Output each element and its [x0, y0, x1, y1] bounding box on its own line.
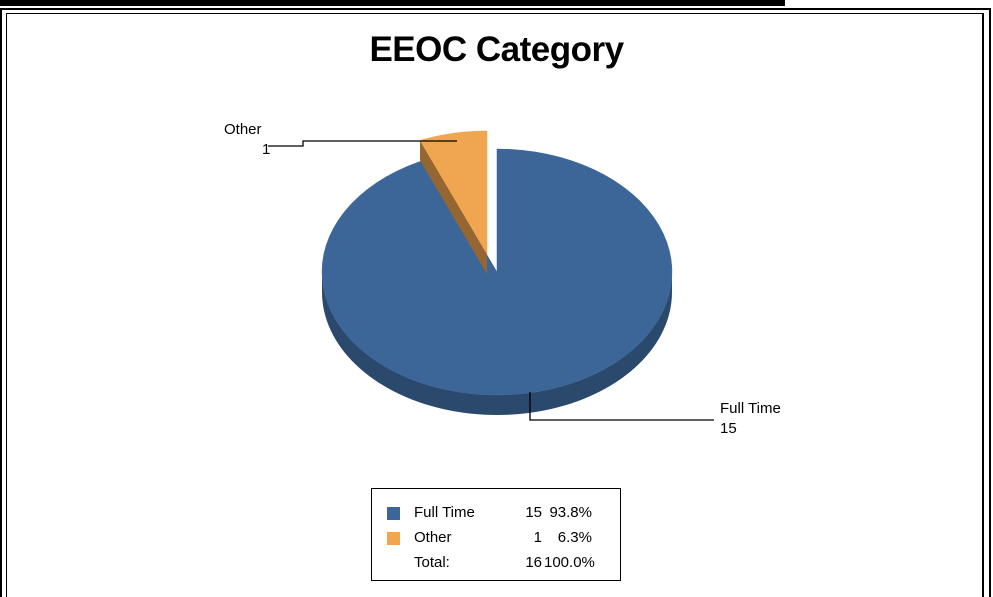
legend-swatch-full-time — [387, 507, 400, 520]
leader-line-full-time — [529, 392, 714, 421]
callout-full-time-label: Full Time — [720, 400, 781, 417]
legend-total-row: Total: 16 100.0% — [372, 553, 620, 573]
top-border-bar — [0, 0, 785, 6]
legend-item-other: Other 1 6.3% — [372, 528, 620, 548]
inner-frame — [6, 13, 984, 597]
pie-slice-other — [419, 130, 488, 255]
legend-total-percent: 100.0% — [544, 554, 595, 571]
callout-full-time: Full Time 15 — [720, 399, 781, 439]
legend-total-label: Total: — [414, 554, 450, 571]
legend-item-full-time: Full Time 15 93.8% — [372, 503, 620, 523]
legend-count: 1 — [533, 529, 542, 546]
pie-cut-face-other — [420, 140, 487, 274]
legend-label: Full Time — [414, 504, 475, 521]
legend-percent: 93.8% — [549, 504, 592, 521]
pie-side-full-time — [322, 272, 672, 415]
callout-other: Other 1 — [224, 120, 270, 160]
legend-label: Other — [414, 529, 452, 546]
pie-slice-full-time — [321, 148, 673, 396]
outer-frame — [0, 8, 991, 597]
chart-title: EEOC Category — [369, 30, 624, 69]
leader-line-other — [268, 140, 457, 147]
legend-swatch-other — [387, 532, 400, 545]
callout-full-time-value: 15 — [720, 420, 737, 437]
legend-total-count: 16 — [525, 554, 542, 571]
legend-count: 15 — [525, 504, 542, 521]
legend-percent: 6.3% — [557, 529, 592, 546]
callout-other-value: 1 — [262, 141, 271, 158]
callout-other-label: Other — [224, 121, 262, 138]
legend: Full Time 15 93.8% Other 1 6.3% Total: 1… — [371, 488, 621, 581]
